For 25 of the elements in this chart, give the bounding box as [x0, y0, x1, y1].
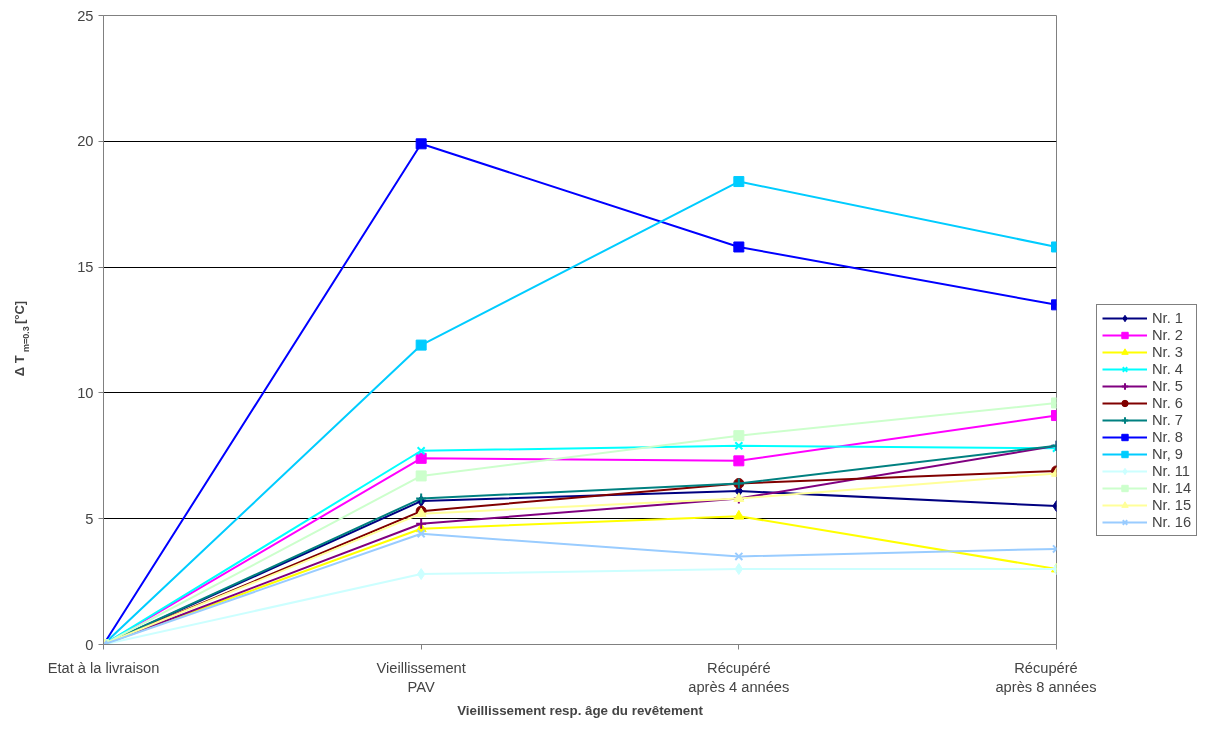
- y-axis-title: Δ Tm=0.3 [°C]: [11, 300, 31, 377]
- legend-label: Nr. 6: [1152, 395, 1183, 411]
- legend-label: Nr. 3: [1152, 344, 1183, 360]
- legend-label: Nr. 2: [1152, 327, 1183, 343]
- x-tick-label: Vieillissement PAV: [376, 659, 466, 695]
- legend-label: Nr. 8: [1152, 429, 1183, 445]
- legend-label: Nr. 7: [1152, 412, 1183, 428]
- legend-label: Nr. 1: [1152, 310, 1183, 326]
- legend-label: Nr. 4: [1152, 361, 1183, 377]
- y-tick-label: 20: [77, 133, 94, 150]
- legend-label: Nr. 16: [1152, 514, 1192, 530]
- x-axis-title: Vieillissement resp. âge du revêtement: [457, 702, 704, 718]
- legend-label: Nr. 15: [1152, 497, 1192, 513]
- x-tick-label: Récupéré après 4 années: [688, 659, 790, 695]
- y-tick-label: 10: [77, 384, 94, 401]
- y-tick-label: 25: [77, 7, 94, 24]
- legend-label: Nr. 5: [1152, 378, 1183, 394]
- y-tick-label: 15: [77, 259, 94, 276]
- x-tick-label: Récupéré après 8 années: [995, 659, 1097, 695]
- legend-label: Nr, 9: [1152, 446, 1183, 462]
- legend-label: Nr. 11: [1152, 463, 1191, 479]
- y-tick-label: 0: [85, 636, 94, 653]
- y-tick-label: 5: [85, 510, 94, 527]
- x-tick-label: Etat à la livraison: [47, 659, 160, 676]
- legend-label: Nr. 14: [1152, 480, 1192, 496]
